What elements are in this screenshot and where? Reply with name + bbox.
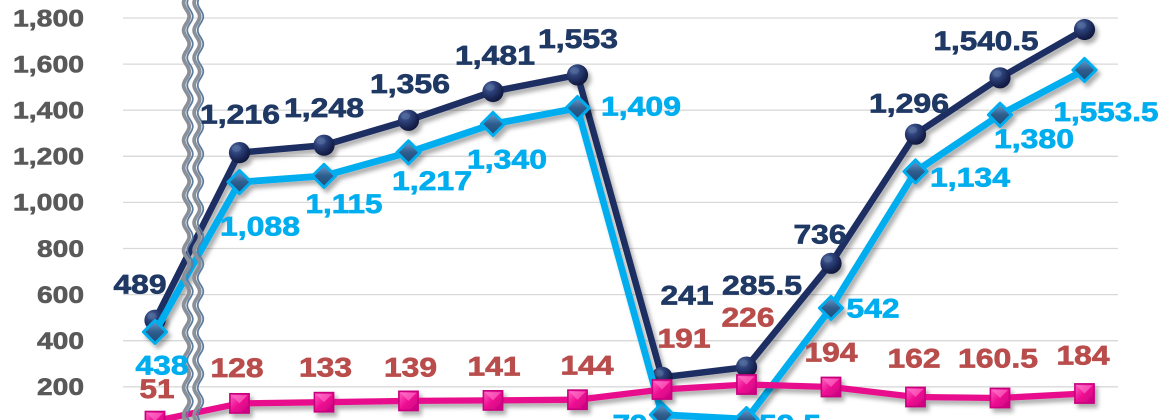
svg-text:285.5: 285.5 [722,270,802,300]
svg-text:139: 139 [384,352,437,382]
svg-text:162: 162 [888,343,941,373]
svg-text:144: 144 [561,350,614,380]
svg-text:489: 489 [114,269,167,299]
svg-text:141: 141 [468,351,521,381]
svg-text:51: 51 [140,374,175,404]
svg-text:1,296: 1,296 [869,88,949,118]
svg-text:1,340: 1,340 [467,144,547,174]
svg-text:1,248: 1,248 [284,93,364,123]
svg-text:800: 800 [37,236,84,263]
svg-text:400: 400 [37,328,84,355]
svg-text:59.5: 59.5 [759,409,821,420]
svg-text:1,553: 1,553 [538,24,618,54]
svg-text:1,200: 1,200 [13,144,84,171]
svg-text:542: 542 [847,293,900,323]
svg-text:191: 191 [658,323,711,353]
svg-text:194: 194 [805,337,858,367]
svg-text:133: 133 [299,352,352,382]
svg-text:184: 184 [1057,340,1110,370]
svg-text:1,400: 1,400 [13,98,84,125]
svg-text:1,481: 1,481 [455,40,535,70]
svg-text:128: 128 [211,353,264,383]
svg-text:1,356: 1,356 [370,69,450,99]
svg-text:79: 79 [613,409,648,420]
svg-text:1,134: 1,134 [930,162,1010,192]
svg-text:200: 200 [37,374,84,401]
svg-text:1,088: 1,088 [220,211,300,241]
svg-text:1,380: 1,380 [994,124,1074,154]
svg-text:241: 241 [661,280,714,310]
svg-text:438: 438 [136,350,189,380]
svg-text:1,553.5: 1,553.5 [1054,97,1159,127]
svg-text:160.5: 160.5 [958,343,1038,373]
svg-text:600: 600 [37,282,84,309]
svg-text:1,217: 1,217 [392,166,472,196]
svg-text:226: 226 [722,302,775,332]
svg-text:1,000: 1,000 [13,190,84,217]
svg-text:1,409: 1,409 [601,91,681,121]
svg-text:1,540.5: 1,540.5 [934,26,1039,56]
svg-text:1,800: 1,800 [13,5,84,32]
svg-text:736: 736 [794,219,847,249]
svg-text:1,115: 1,115 [306,189,383,219]
svg-text:1,216: 1,216 [200,99,280,129]
svg-text:1,600: 1,600 [13,51,84,78]
